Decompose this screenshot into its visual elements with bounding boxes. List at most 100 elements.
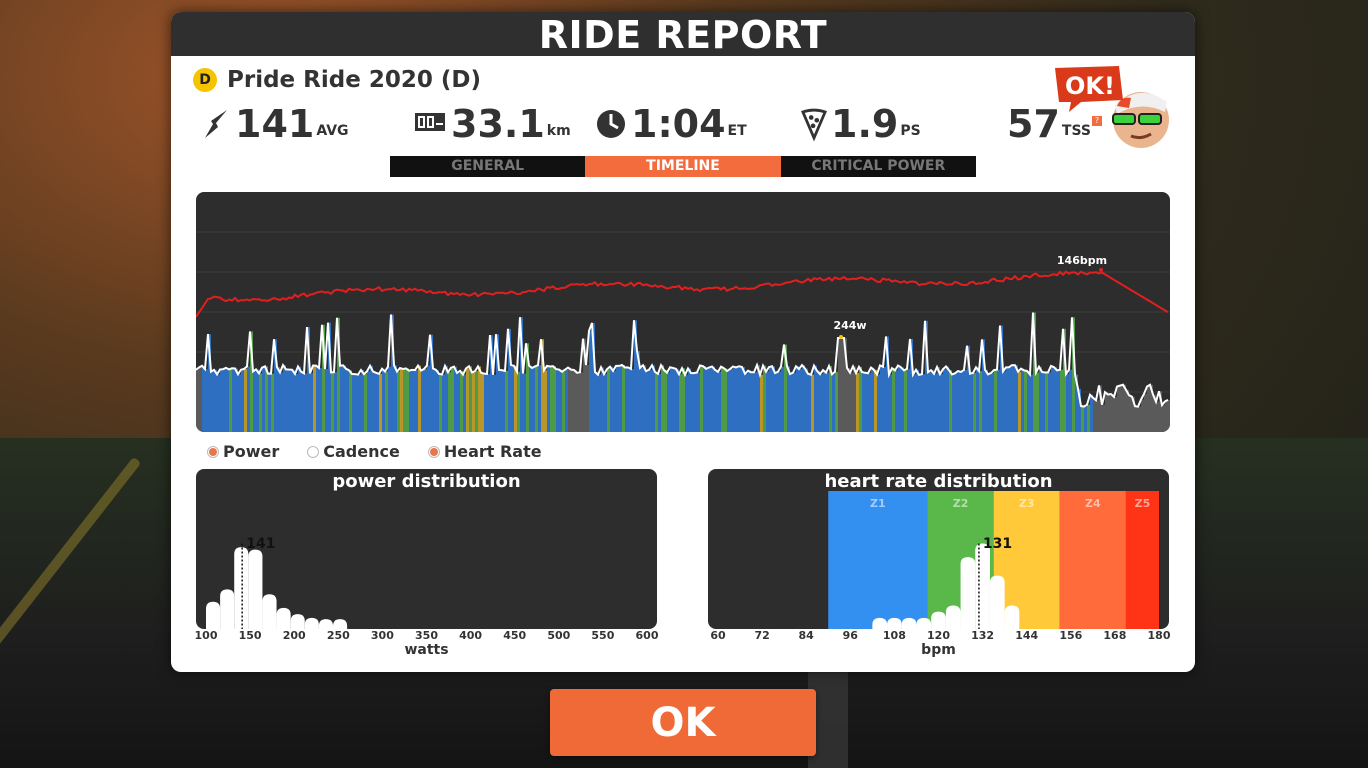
timeline-power-bar	[499, 369, 502, 432]
distribution-bar	[916, 617, 932, 629]
timeline-power-bar	[757, 365, 760, 432]
tab-critical-power[interactable]: CRITICAL POWER	[811, 158, 946, 174]
timeline-power-bar	[808, 373, 811, 432]
timeline-power-bar	[397, 371, 400, 432]
timeline-power-bar	[346, 368, 349, 432]
power-radio[interactable]	[207, 445, 219, 458]
timeline-power-bar	[1102, 404, 1105, 432]
stat-tss: 57 TSS ?	[1007, 100, 1102, 144]
axis-tick-label: 100	[194, 629, 218, 642]
timeline-power-bar	[1156, 401, 1159, 432]
timeline-power-bar	[859, 366, 862, 432]
timeline-power-bar	[805, 368, 808, 432]
tab-timeline[interactable]: TIMELINE	[585, 156, 781, 177]
timeline-power-bar	[991, 373, 994, 432]
timeline-power-bar	[1141, 399, 1144, 432]
timeline-power-bar	[466, 368, 469, 432]
pizza-unit: PS	[900, 123, 921, 139]
timeline-power-bar	[631, 368, 634, 432]
distribution-bar	[220, 589, 235, 629]
axis-tick-label: 500	[547, 629, 571, 642]
timeline-power-bar	[745, 373, 748, 432]
timeline-power-bar	[997, 369, 1000, 432]
timeline-power-bar	[352, 373, 355, 432]
timeline-power-bar	[661, 365, 664, 432]
legend-heart-rate[interactable]: Heart Rate	[427, 442, 542, 461]
hr-zone-band	[1125, 491, 1159, 629]
timeline-power-bar	[1078, 388, 1081, 432]
timeline-power-bar	[790, 374, 793, 432]
timeline-power-bar	[712, 366, 715, 432]
timeline-power-bar	[1117, 386, 1120, 432]
timeline-power-bar	[994, 370, 997, 432]
timeline-power-bar	[775, 373, 778, 432]
timeline-power-bar	[496, 334, 499, 432]
clock-icon	[597, 110, 625, 138]
ok-button[interactable]: OK	[550, 689, 816, 756]
timeline-power-bar	[1135, 406, 1138, 432]
tss-help-icon[interactable]: ?	[1091, 116, 1102, 126]
timeline-power-bar	[703, 366, 706, 432]
category-badge: D	[193, 68, 217, 92]
power-axis-title: watts	[404, 642, 449, 658]
tab-general[interactable]: GENERAL	[451, 158, 525, 174]
timeline-power-bar	[1063, 328, 1066, 432]
axis-tick-label: 400	[459, 629, 483, 642]
distribution-bar	[206, 601, 221, 629]
timeline-power-bar	[1105, 392, 1108, 432]
timeline-power-bar	[1123, 384, 1126, 432]
timeline-power-bar	[328, 322, 331, 432]
stat-avg-power: 141 AVG	[201, 100, 349, 144]
timeline-power-bar	[319, 367, 322, 432]
timeline-power-bar	[1096, 400, 1099, 432]
axis-tick-label: 150	[238, 629, 262, 642]
distribution-bar	[1004, 605, 1020, 629]
timeline-power-bar	[1132, 396, 1135, 432]
report-tabs: GENERAL TIMELINE CRITICAL POWER	[390, 156, 976, 177]
heart-rate-radio[interactable]	[427, 445, 440, 458]
timeline-power-bar	[1126, 389, 1129, 432]
timeline-power-bar	[532, 367, 535, 432]
timeline-power-bar	[1057, 370, 1060, 432]
tss-value: 57	[1007, 102, 1060, 146]
cadence-radio[interactable]	[307, 445, 320, 458]
timeline-power-bar	[235, 368, 238, 432]
timeline-power-bar	[250, 331, 253, 432]
timeline-power-bar	[814, 365, 817, 432]
timeline-power-bar	[1000, 325, 1003, 432]
timeline-power-bar	[841, 338, 844, 432]
ride-name: Pride Ride 2020 (D)	[227, 67, 481, 93]
timeline-power-bar	[265, 366, 268, 432]
timeline-power-bar	[598, 374, 601, 432]
timeline-legend: Power Cadence Heart Rate	[207, 442, 542, 461]
timeline-power-bar	[634, 320, 637, 432]
timeline-power-bar	[988, 374, 991, 432]
timeline-power-bar	[253, 371, 256, 432]
avg-power-unit: AVG	[316, 123, 349, 139]
hr-zone-label: Z5	[1135, 497, 1151, 510]
timeline-power-bar	[601, 367, 604, 432]
legend-cadence[interactable]: Cadence	[307, 442, 400, 461]
timeline-power-bar	[1153, 394, 1156, 432]
timeline-power-bar	[733, 366, 736, 432]
legend-power[interactable]: Power	[207, 442, 279, 461]
axis-tick-label: 300	[370, 629, 394, 642]
timeline-power-bar	[1138, 406, 1141, 432]
timeline-power-bar	[1162, 405, 1165, 432]
timeline-power-bar	[520, 317, 523, 432]
timeline-power-bar	[877, 374, 880, 432]
timeline-power-bar	[709, 367, 712, 432]
timeline-power-bar	[421, 370, 424, 432]
timeline-power-bar	[505, 370, 508, 432]
pizza-slice-icon	[801, 108, 827, 141]
timeline-power-bar	[934, 373, 937, 432]
timeline-power-bar	[868, 373, 871, 432]
timeline-power-bar	[295, 373, 298, 432]
timeline-power-bar	[1027, 370, 1030, 432]
timeline-power-bar	[739, 366, 742, 432]
timeline-power-bar	[925, 320, 928, 432]
timeline-power-bar	[364, 374, 367, 432]
timeline-power-bar	[763, 365, 766, 432]
lightning-icon	[205, 110, 227, 138]
timeline-power-bar	[1039, 366, 1042, 432]
